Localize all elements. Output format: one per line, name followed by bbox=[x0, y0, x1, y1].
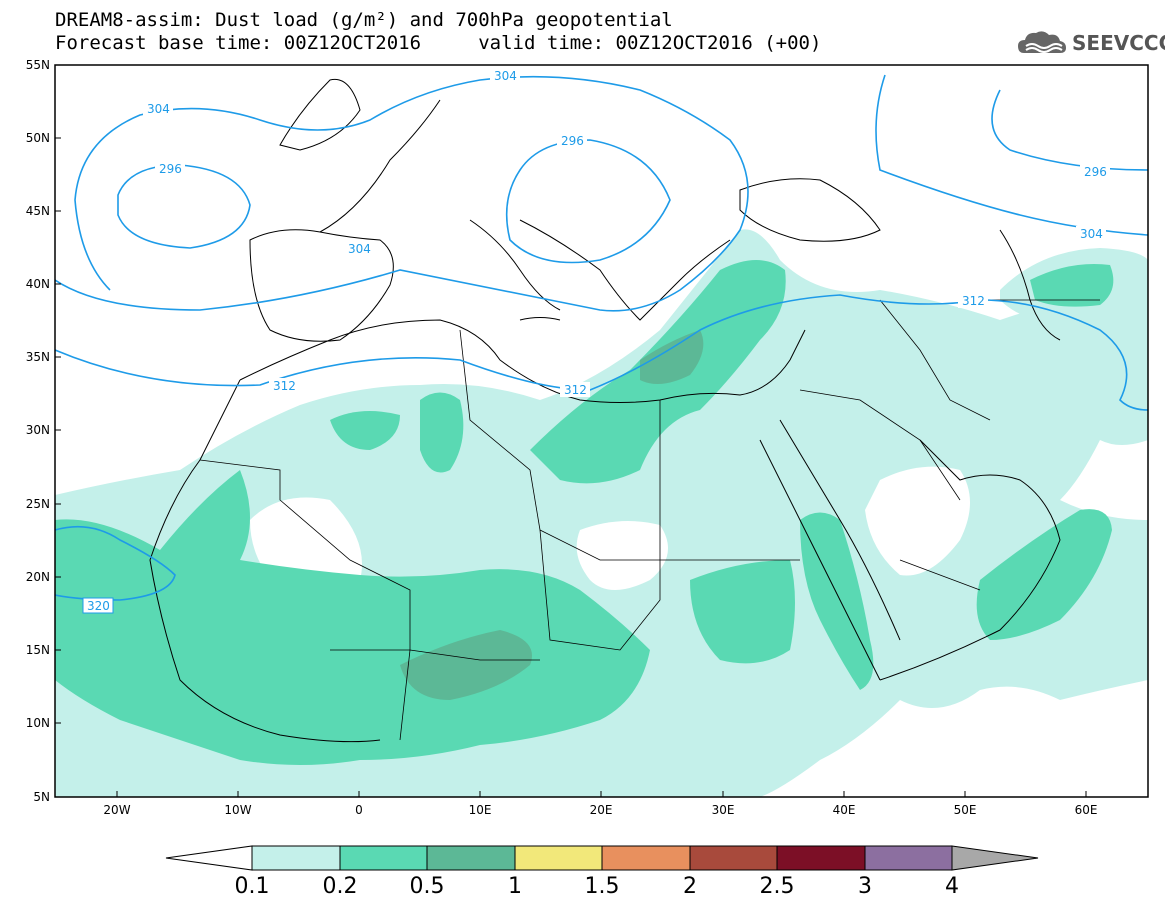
colorbar-segment bbox=[776, 845, 866, 871]
lat-label: 25N bbox=[26, 497, 50, 511]
colorbar-max-arrow bbox=[951, 845, 1039, 871]
longitude-labels: 20W 10W 0 10E 20E 30E 40E 50E 60E bbox=[103, 803, 1097, 817]
contour-label: 312 bbox=[273, 379, 296, 393]
axis-ticks bbox=[55, 64, 1087, 797]
colorbar-segment bbox=[339, 845, 428, 871]
forecast-time-line: Forecast base time: 00Z12OCT2016 valid t… bbox=[55, 32, 822, 54]
coast-n-africa bbox=[239, 319, 806, 403]
contour-label: 296 bbox=[561, 134, 584, 148]
contour-label: 296 bbox=[159, 162, 182, 176]
border-algeria-libya bbox=[459, 329, 661, 561]
logo-text: SEEVCCC bbox=[1072, 31, 1165, 55]
contour-label: 296 bbox=[1084, 165, 1107, 179]
contour-label: 304 bbox=[494, 69, 517, 83]
lon-label: 30E bbox=[712, 803, 735, 817]
colorbar-min-arrow bbox=[165, 845, 253, 871]
colorbar-segment bbox=[864, 845, 953, 871]
colorbar-segment bbox=[689, 845, 778, 871]
coast-red-sea bbox=[759, 419, 901, 681]
coast-france-uk bbox=[279, 78, 441, 233]
dust-free-area-libya bbox=[576, 521, 668, 590]
contour-label: 304 bbox=[1080, 227, 1103, 241]
colorbar-tick: 4 bbox=[945, 874, 959, 899]
lon-label: 10E bbox=[469, 803, 492, 817]
border-saudi bbox=[799, 389, 981, 591]
colorbar-tick: 0.5 bbox=[410, 874, 445, 899]
contour-label: 312 bbox=[564, 383, 587, 397]
lat-label: 45N bbox=[26, 204, 50, 218]
coast-italy bbox=[469, 219, 561, 321]
dust-mid-caspian bbox=[1030, 264, 1114, 307]
dust-mid-algeria bbox=[420, 392, 464, 473]
coast-blacksea bbox=[739, 178, 881, 242]
dust-high-nigeria bbox=[400, 630, 532, 700]
coast-arabia bbox=[879, 439, 1061, 681]
colorbar-segment bbox=[601, 845, 691, 871]
lon-label: 10W bbox=[224, 803, 251, 817]
colorbar-tick: 2 bbox=[683, 874, 697, 899]
colorbar-tick: 1 bbox=[508, 874, 522, 899]
contour-label: 304 bbox=[147, 102, 170, 116]
contour-312 bbox=[55, 294, 1148, 411]
political-borders bbox=[199, 299, 1100, 741]
lon-label: 20E bbox=[590, 803, 613, 817]
lon-label: 40E bbox=[833, 803, 856, 817]
colorbar-segment bbox=[514, 845, 603, 871]
colorbar-tick: 2.5 bbox=[760, 874, 795, 899]
lat-label: 15N bbox=[26, 643, 50, 657]
lat-label: 50N bbox=[26, 131, 50, 145]
colorbar-labels: 0.1 0.2 0.5 1 1.5 2 2.5 3 4 bbox=[235, 874, 960, 899]
border-mauritania-mali bbox=[199, 459, 411, 650]
dust-mid-sudan bbox=[690, 560, 795, 664]
contour-label: 312 bbox=[962, 294, 985, 308]
lon-label: 60E bbox=[1075, 803, 1098, 817]
colorbar-tick: 1.5 bbox=[585, 874, 620, 899]
border-nigeria-niger bbox=[330, 649, 540, 741]
colorbar bbox=[165, 845, 1039, 871]
coastlines bbox=[149, 78, 1061, 743]
border-chad-sudan bbox=[539, 529, 800, 651]
contour-labels: 304 296 296 304 312 312 304 296 304 312 … bbox=[82, 68, 1110, 614]
cloud-logo-icon bbox=[1018, 31, 1066, 53]
dust-mid-sahel bbox=[55, 470, 650, 765]
coast-w-africa bbox=[149, 379, 381, 743]
lon-label: 20W bbox=[103, 803, 130, 817]
contour-label: 304 bbox=[348, 242, 371, 256]
dust-mid-arabiansea bbox=[976, 509, 1112, 640]
lat-label: 30N bbox=[26, 423, 50, 437]
colorbar-tick: 3 bbox=[858, 874, 872, 899]
dust-mid-morocco bbox=[330, 411, 400, 450]
lat-label: 35N bbox=[26, 350, 50, 364]
coast-balkans-greece bbox=[519, 219, 731, 321]
lat-label: 20N bbox=[26, 570, 50, 584]
dust-high-aegean bbox=[640, 330, 704, 384]
coast-iberia bbox=[249, 229, 394, 342]
dust-load-fields bbox=[55, 229, 1148, 797]
lat-label: 40N bbox=[26, 277, 50, 291]
map-title: DREAM8-assim: Dust load (g/m²) and 700hP… bbox=[55, 9, 673, 31]
contour-label: 320 bbox=[87, 599, 110, 613]
seevccc-logo: SEEVCCC bbox=[1018, 28, 1165, 58]
lat-label: 55N bbox=[26, 58, 50, 72]
dust-free-area-arabia bbox=[865, 466, 970, 576]
latitude-labels: 55N 50N 45N 40N 35N 30N 25N 20N 15N 10N … bbox=[26, 58, 50, 804]
colorbar-segment bbox=[251, 845, 341, 871]
lat-label: 10N bbox=[26, 716, 50, 730]
colorbar-segment bbox=[426, 845, 516, 871]
lat-label: 5N bbox=[33, 790, 50, 804]
colorbar-tick: 0.1 bbox=[235, 874, 270, 899]
lon-label: 0 bbox=[355, 803, 363, 817]
colorbar-tick: 0.2 bbox=[323, 874, 358, 899]
lon-label: 50E bbox=[954, 803, 977, 817]
